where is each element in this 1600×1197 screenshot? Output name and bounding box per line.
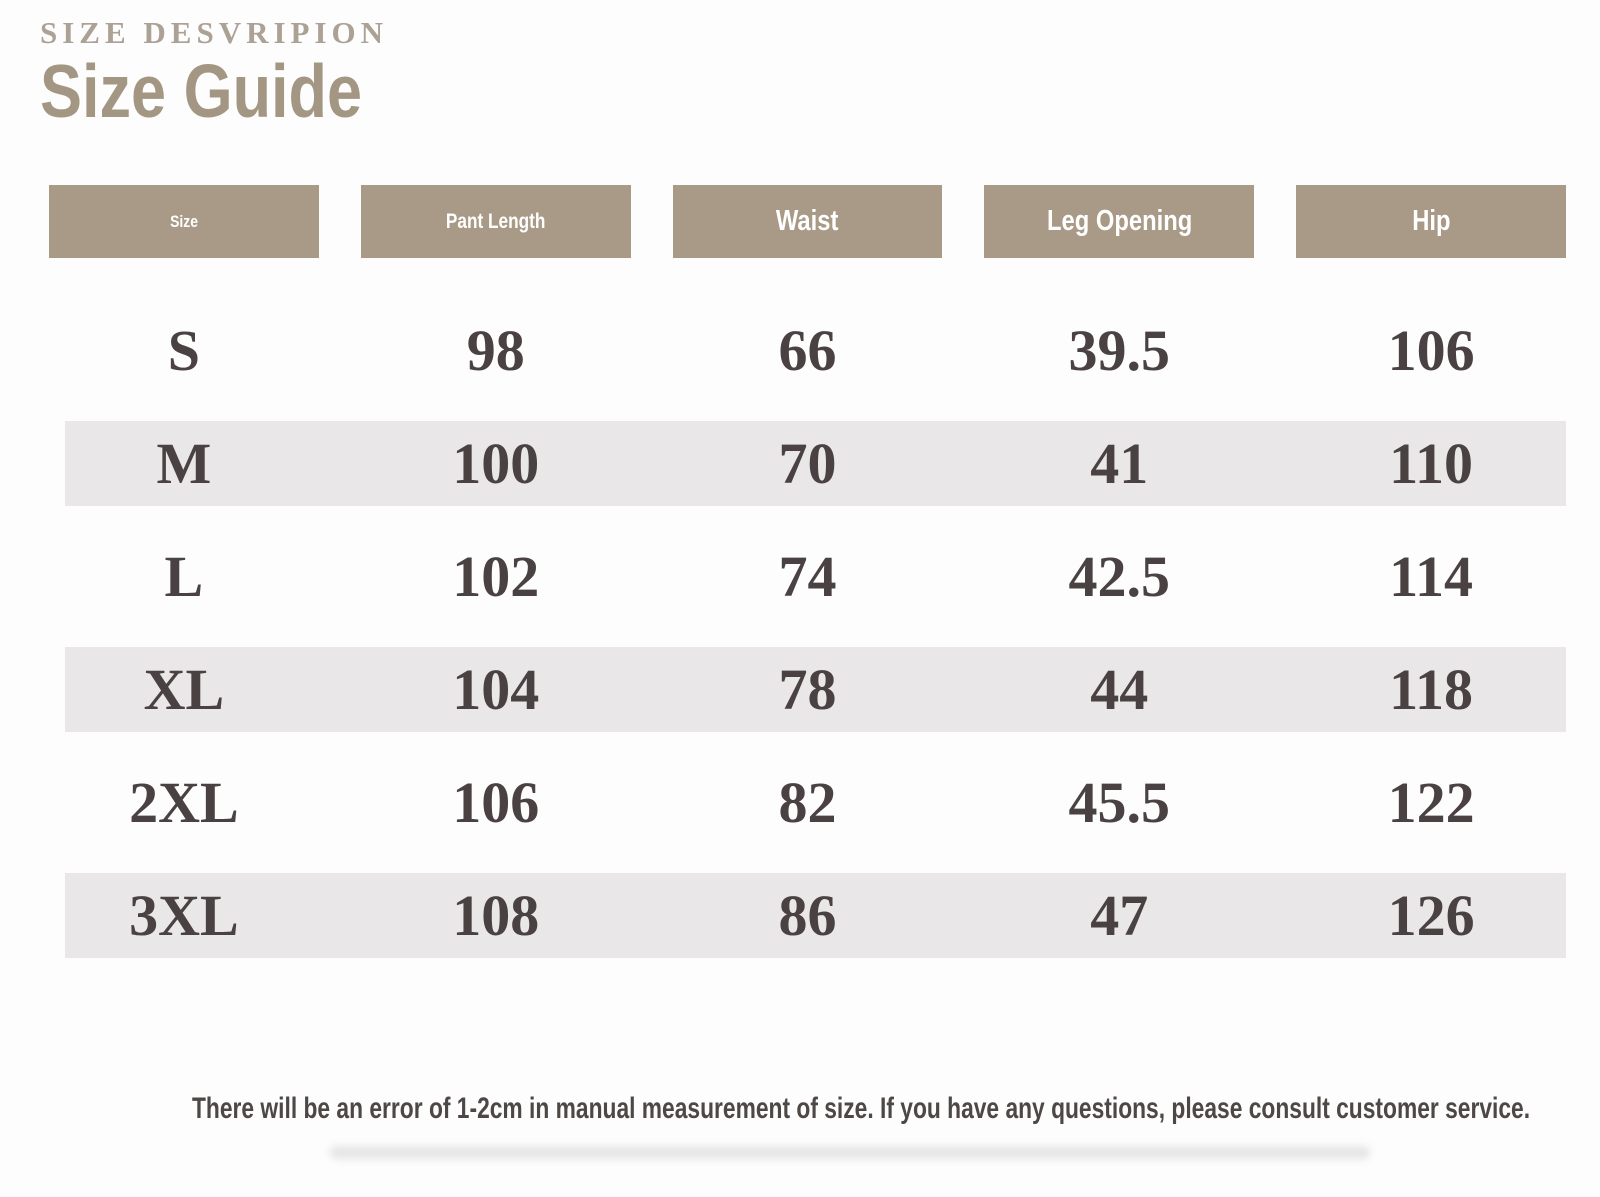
artifact-smudge [330, 1146, 1370, 1159]
column-header-label: Waist [672, 185, 943, 258]
pant-length-cell: 108 [452, 882, 540, 948]
pant-length-cell: 106 [452, 769, 540, 835]
waist-cell: 74 [778, 543, 837, 609]
table-row-cells: 2XL 106 82 45.5 122 [49, 760, 1566, 845]
pant-length-cell: 98 [466, 317, 525, 383]
table-row: S 98 66 39.5 106 [49, 308, 1566, 393]
table-body: S 98 66 39.5 106 M 100 70 41 110 L 102 7… [49, 308, 1566, 958]
column-header-cell: Pant Length [360, 185, 631, 258]
leg-opening-cell: 39.5 [1068, 317, 1171, 383]
table-row: XL 104 78 44 118 [49, 647, 1566, 732]
column-header-cell: Hip [1296, 185, 1566, 258]
waist-cell: 70 [778, 430, 837, 496]
leg-opening-cell: 47 [1090, 882, 1149, 948]
table-row: M 100 70 41 110 [49, 421, 1566, 506]
size-cell: 2XL [129, 769, 239, 835]
footer-note: There will be an error of 1-2cm in manua… [192, 1092, 1531, 1125]
table-row-cells: S 98 66 39.5 106 [49, 308, 1566, 393]
row-stripe [65, 647, 1566, 732]
hip-cell: 118 [1389, 656, 1473, 722]
size-cell: M [156, 430, 212, 496]
leg-opening-cell: 45.5 [1068, 769, 1171, 835]
table-row: L 102 74 42.5 114 [49, 534, 1566, 619]
pant-length-cell: 104 [452, 656, 540, 722]
waist-cell: 86 [778, 882, 837, 948]
column-header-cell: Leg Opening [984, 185, 1255, 258]
pant-length-cell: 102 [452, 543, 540, 609]
leg-opening-cell: 42.5 [1068, 543, 1171, 609]
waist-cell: 78 [778, 656, 837, 722]
table-row-cells: M 100 70 41 110 [49, 421, 1566, 506]
size-cell: L [164, 543, 204, 609]
table-row: 2XL 106 82 45.5 122 [49, 760, 1566, 845]
hip-cell: 106 [1387, 317, 1475, 383]
hip-cell: 122 [1387, 769, 1475, 835]
table-row-cells: L 102 74 42.5 114 [49, 534, 1566, 619]
leg-opening-cell: 41 [1090, 430, 1149, 496]
hip-cell: 126 [1387, 882, 1475, 948]
pant-length-cell: 100 [452, 430, 540, 496]
size-cell: S [167, 317, 201, 383]
heading-block: SIZE DESVRIPION Size Guide [40, 15, 423, 134]
table-row-cells: 3XL 108 86 47 126 [49, 873, 1566, 958]
table-header-row: Size Pant Length Waist Leg Opening Hip [49, 185, 1566, 258]
column-header-label: Leg Opening [984, 185, 1255, 258]
table-row-cells: XL 104 78 44 118 [49, 647, 1566, 732]
size-table: Size Pant Length Waist Leg Opening Hip S… [49, 185, 1566, 986]
column-header-label: Size [49, 185, 319, 258]
table-row: 3XL 108 86 47 126 [49, 873, 1566, 958]
eyebrow-text: SIZE DESVRIPION [40, 15, 389, 50]
row-stripe [65, 873, 1566, 958]
leg-opening-cell: 44 [1090, 656, 1149, 722]
column-header-label: Hip [1296, 185, 1566, 258]
size-cell: XL [143, 656, 225, 722]
row-stripe [65, 421, 1566, 506]
hip-cell: 114 [1389, 543, 1473, 609]
column-header-label: Pant Length [360, 185, 631, 258]
page-title: Size Guide [40, 49, 363, 134]
waist-cell: 66 [778, 317, 837, 383]
column-header-cell: Waist [672, 185, 943, 258]
size-cell: 3XL [129, 882, 239, 948]
column-header-cell: Size [49, 185, 319, 258]
hip-cell: 110 [1389, 430, 1473, 496]
waist-cell: 82 [778, 769, 837, 835]
